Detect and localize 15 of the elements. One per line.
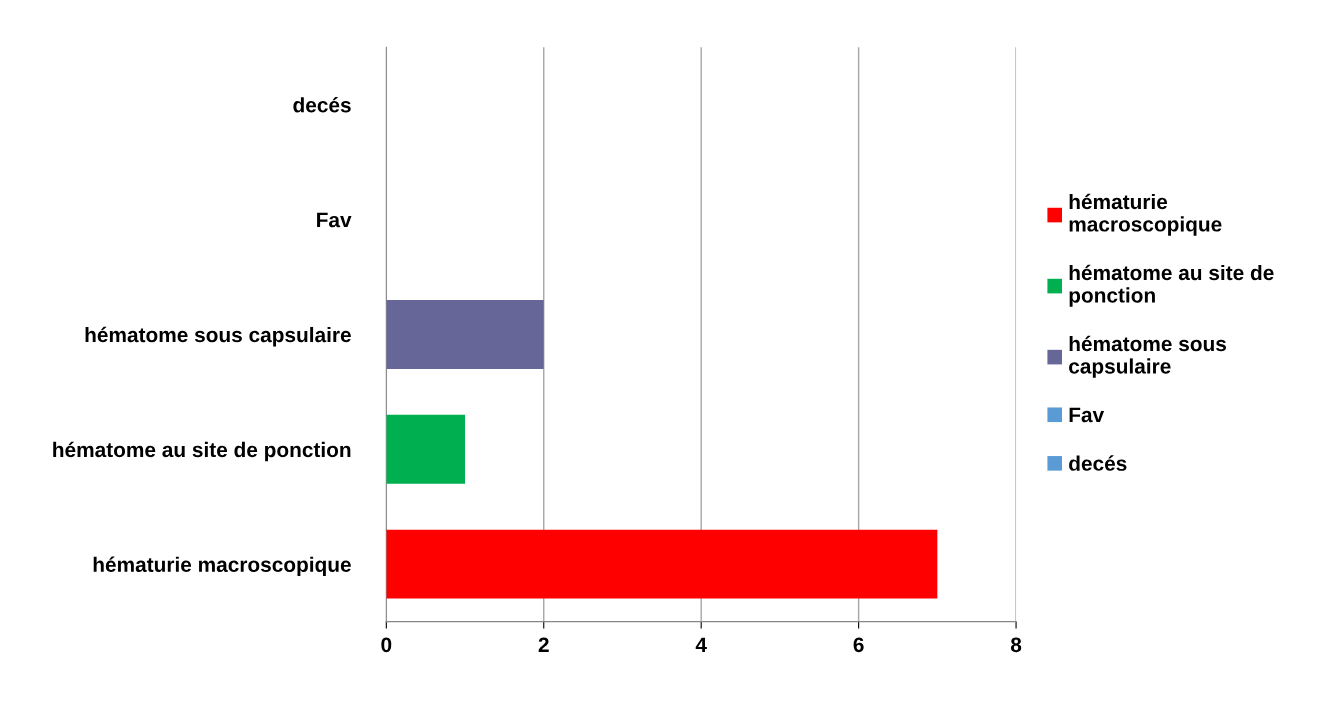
legend-label: decés (1069, 455, 1127, 471)
y-tick-label: hématome sous capsulaire (85, 326, 351, 347)
x-tick-label: 8 (1010, 637, 1022, 653)
x-tick-label: 4 (695, 637, 707, 652)
legend-label: hématome au site de ponction (1069, 264, 1274, 307)
x-tick-label: 0 (381, 637, 392, 653)
y-tick-label: decés (293, 96, 351, 113)
legend-label: Fav (1069, 407, 1105, 423)
legend-label: hématome sous capsulaire (1069, 335, 1226, 378)
y-tick-label: hématome au site de ponction (53, 441, 351, 462)
legend-label: hématurie macroscopique (1069, 193, 1222, 236)
y-tick-label: hématurie macroscopique (93, 556, 351, 577)
x-tick-label: 6 (853, 637, 864, 653)
x-tick-label: 2 (538, 637, 549, 652)
y-tick-label: Fav (317, 212, 352, 228)
